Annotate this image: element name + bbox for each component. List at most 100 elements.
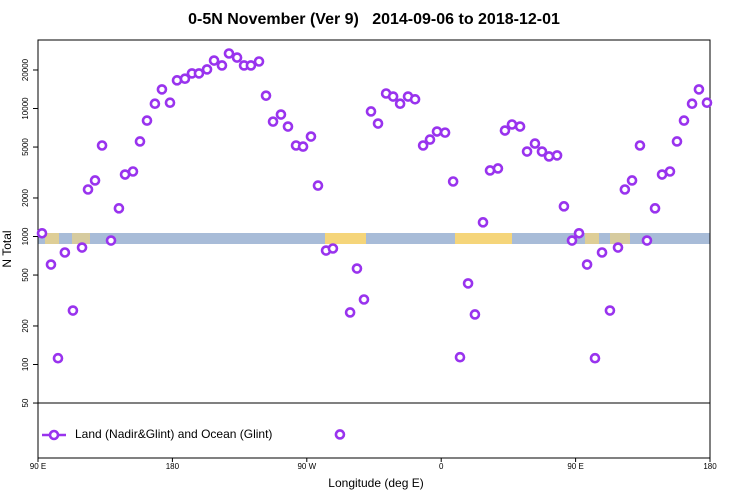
point [334, 429, 346, 440]
y-tick-label: 500 [21, 268, 30, 282]
point [387, 91, 399, 102]
point [701, 97, 713, 109]
point [245, 60, 257, 71]
legend-label: Land (Nadir&Glint) and Ocean (Glint) [75, 427, 272, 441]
point [231, 52, 243, 63]
point [365, 106, 377, 117]
point [297, 141, 309, 152]
point [193, 68, 205, 79]
point [89, 175, 101, 186]
point [351, 263, 363, 274]
point [141, 115, 153, 126]
point [664, 166, 676, 177]
x-tick-label: 180 [703, 462, 717, 471]
coverage-band [38, 233, 710, 244]
ocean-band [38, 233, 710, 244]
point [558, 201, 570, 212]
point [499, 125, 511, 136]
point [506, 119, 518, 130]
point [156, 84, 168, 95]
point [469, 309, 481, 320]
point [641, 235, 653, 246]
point [358, 294, 370, 305]
point [208, 55, 220, 66]
point [67, 305, 79, 316]
point [134, 136, 146, 147]
point [76, 242, 88, 253]
x-tick-label: 90 E [567, 462, 583, 471]
point [216, 60, 228, 71]
point [105, 235, 117, 246]
y-tick-label: 20000 [21, 58, 30, 81]
land-band [45, 233, 59, 244]
point [634, 140, 646, 151]
point [454, 351, 466, 363]
point [671, 136, 683, 147]
point [649, 203, 661, 214]
point [267, 116, 279, 127]
point [36, 227, 48, 239]
point [372, 118, 384, 129]
point [305, 131, 317, 142]
land-band [72, 233, 90, 244]
point [282, 121, 294, 132]
x-axis-label: Longitude (deg E) [328, 476, 423, 490]
point [223, 48, 235, 59]
point [521, 146, 533, 157]
point [431, 126, 443, 137]
y-tick-label: 2000 [21, 189, 30, 207]
point [312, 180, 324, 191]
y-tick-label: 200 [21, 319, 30, 333]
point [514, 121, 526, 132]
point [492, 163, 504, 174]
y-tick-label: 1000 [21, 227, 30, 245]
x-tick-label: 180 [166, 462, 180, 471]
point [52, 352, 64, 364]
point [409, 94, 421, 105]
point [573, 227, 585, 239]
land-band [610, 233, 630, 244]
x-tick-label: 90 E [30, 462, 46, 471]
x-tick-label: 90 W [297, 462, 316, 471]
point [45, 259, 57, 270]
y-tick-label: 5000 [21, 138, 30, 156]
point [260, 90, 272, 101]
point [113, 203, 125, 214]
point [566, 235, 578, 246]
y-tick-label: 50 [21, 398, 30, 407]
chart-title: 0-5N November (Ver 9) 2014-09-06 to 2018… [188, 11, 560, 28]
land-band [325, 233, 366, 244]
point [477, 217, 489, 228]
point [253, 56, 265, 67]
point [179, 73, 191, 84]
point [96, 140, 108, 151]
point [678, 115, 690, 126]
point [439, 127, 451, 138]
point [424, 134, 436, 145]
point [164, 97, 176, 109]
legend-marker [48, 429, 60, 441]
point [394, 98, 406, 110]
x-tick-label: 0 [439, 462, 444, 471]
point [612, 242, 624, 253]
point [686, 98, 698, 110]
point [529, 138, 541, 149]
point [551, 150, 563, 161]
point [127, 166, 139, 177]
point [619, 184, 631, 195]
point [604, 305, 616, 316]
point [536, 146, 548, 157]
point [462, 278, 474, 289]
point [59, 247, 71, 258]
y-tick-label: 10000 [21, 97, 30, 120]
point [626, 175, 638, 186]
land-band [455, 233, 512, 244]
y-tick-label: 100 [21, 357, 30, 371]
point [82, 184, 94, 195]
point [201, 64, 213, 75]
point [596, 247, 608, 258]
point [417, 140, 429, 151]
point [589, 352, 601, 364]
land-band [585, 233, 599, 244]
